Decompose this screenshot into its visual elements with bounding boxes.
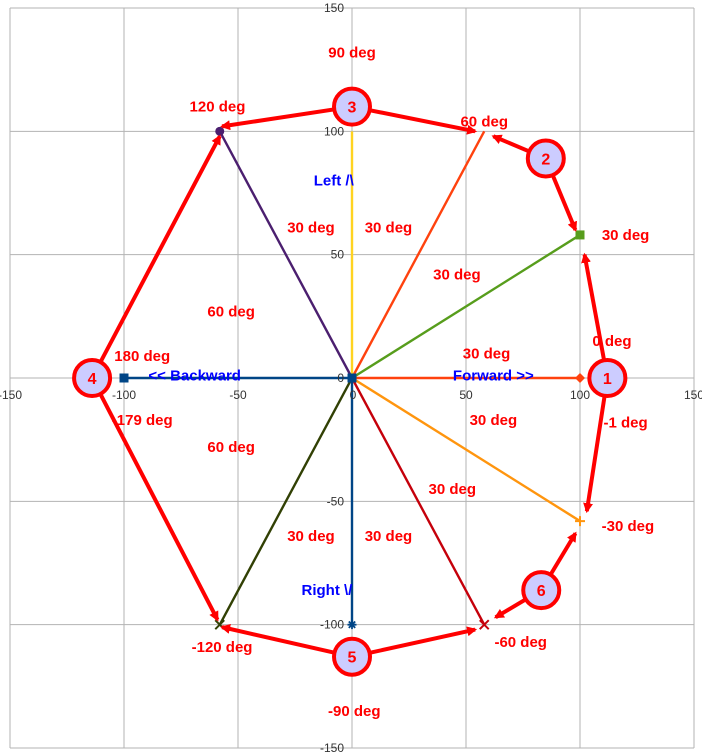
angle-label: 120 deg xyxy=(190,99,246,116)
angle-label: 30 deg xyxy=(365,220,413,237)
series-marker-neg90 xyxy=(347,620,357,630)
y-tick-label: -150 xyxy=(320,741,344,755)
angle-label: 30 deg xyxy=(602,227,650,244)
waypoint-label: 6 xyxy=(537,583,546,600)
y-tick-label: 150 xyxy=(324,1,344,15)
angle-label: 30 deg xyxy=(463,345,511,362)
x-tick-label: 50 xyxy=(459,388,473,402)
angle-label: 30 deg xyxy=(365,528,413,545)
route-arrow-4 xyxy=(90,134,222,379)
waypoints: 1 2 3 4 5 6 xyxy=(72,86,628,677)
y-tick-label: 100 xyxy=(324,124,344,138)
series-marker-180 xyxy=(119,373,129,383)
waypoint-circle xyxy=(525,138,566,179)
y-tick-label: -50 xyxy=(327,494,345,508)
direction-label: Forward >> xyxy=(453,368,534,385)
direction-label: Right \/ xyxy=(302,582,354,599)
waypoint-circle xyxy=(332,636,372,677)
waypoint-3: 3 xyxy=(332,86,372,127)
angle-label: 30 deg xyxy=(429,481,477,498)
waypoint-4: 4 xyxy=(72,358,113,398)
waypoint-circle xyxy=(72,358,113,398)
direction-label: << Backward xyxy=(148,368,241,385)
series-marker-neg30 xyxy=(575,516,585,527)
y-tick-label: 50 xyxy=(331,248,345,262)
y-tick-label: -100 xyxy=(320,618,344,632)
route-arrow-6 xyxy=(220,624,353,659)
waypoint-label: 5 xyxy=(348,650,357,667)
waypoint-1: 1 xyxy=(587,358,628,398)
angle-label: 30 deg xyxy=(287,220,335,237)
origin-marker xyxy=(347,373,357,383)
waypoint-label: 4 xyxy=(88,371,97,388)
route-arrow-8 xyxy=(583,377,610,514)
direction-label: Left /\ xyxy=(314,173,355,190)
series-line-30 xyxy=(351,233,581,380)
angle-label: -30 deg xyxy=(602,518,655,535)
x-tick-label: 150 xyxy=(684,388,702,402)
x-tick-label: -100 xyxy=(112,388,136,402)
route-arrow-5 xyxy=(90,377,220,622)
series-marker-30 xyxy=(575,230,585,240)
angle-label: -120 deg xyxy=(192,639,253,656)
angle-label: -1 deg xyxy=(604,414,648,431)
x-tick-label: -150 xyxy=(0,388,22,402)
angle-label: 0 deg xyxy=(592,333,631,350)
y-tick-label: 0 xyxy=(337,371,344,385)
angle-label: 30 deg xyxy=(470,412,518,429)
series-line-neg30 xyxy=(351,376,581,523)
x-tick-label: 100 xyxy=(570,388,590,402)
angle-label: 30 deg xyxy=(287,528,335,545)
series-lines xyxy=(119,126,585,630)
x-tick-label: 0 xyxy=(350,388,357,402)
angle-label: -90 deg xyxy=(328,703,381,720)
waypoint-label: 3 xyxy=(348,100,357,117)
waypoint-circle xyxy=(587,358,628,398)
route-arrow-7 xyxy=(351,626,478,659)
series-line-60 xyxy=(350,130,486,379)
angle-label: 60 deg xyxy=(460,113,508,130)
series-line-neg60 xyxy=(350,377,486,626)
series-marker-neg60 xyxy=(479,619,490,630)
route-arrow-3 xyxy=(220,104,353,131)
route-arrow-12 xyxy=(351,104,478,135)
route-arrow-1 xyxy=(581,252,610,379)
angle-label: -60 deg xyxy=(494,634,547,651)
angle-label: 60 deg xyxy=(207,439,255,456)
series-line-120 xyxy=(218,130,354,379)
waypoint-label: 2 xyxy=(541,151,550,168)
waypoint-2: 2 xyxy=(525,138,566,179)
angle-label: 60 deg xyxy=(207,303,255,320)
angle-label: 30 deg xyxy=(433,266,481,283)
waypoint-circle xyxy=(521,570,562,611)
x-tick-label: -50 xyxy=(229,388,247,402)
angle-label: 180 deg xyxy=(114,348,170,365)
waypoint-6: 6 xyxy=(521,570,562,611)
waypoint-circle xyxy=(332,86,372,127)
angle-label: 90 deg xyxy=(328,44,376,61)
series-marker-0 xyxy=(575,373,585,383)
angle-label: -179 deg xyxy=(112,412,173,429)
waypoint-label: 1 xyxy=(603,371,612,388)
series-line-neg120 xyxy=(218,377,354,626)
waypoint-5: 5 xyxy=(332,636,372,677)
